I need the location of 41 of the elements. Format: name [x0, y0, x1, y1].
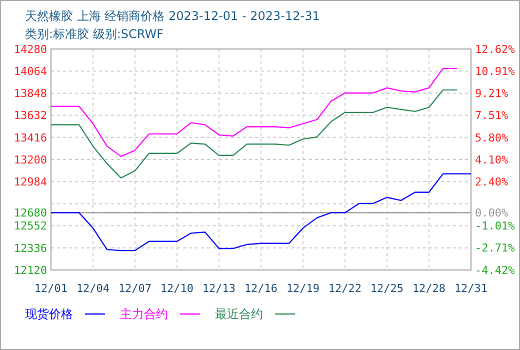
- legend-label: 最近合约: [215, 307, 263, 321]
- y2-tick-label: -2.71%: [475, 242, 516, 255]
- x-tick-label: 12/07: [118, 282, 152, 295]
- y-tick-label: 13632: [14, 109, 47, 122]
- line-series: [50, 89, 458, 179]
- chart-subtitle: 类别:标准胶 级别:SCRWF: [25, 27, 164, 41]
- y-tick-label: 13416: [14, 131, 47, 144]
- y-tick-label: 12552: [14, 220, 47, 233]
- y-tick-label: 12680: [14, 206, 47, 220]
- y2-tick-label: 12.62%: [475, 42, 516, 56]
- y-tick-label: 12336: [14, 242, 47, 255]
- y-tick-label: 12120: [14, 264, 47, 277]
- y2-tick-label: -4.42%: [475, 264, 516, 277]
- chart-title: 天然橡胶 上海 经销商价格 2023-12-01 - 2023-12-31: [25, 9, 320, 23]
- y2-tick-label: 0.00%: [475, 206, 508, 220]
- x-tick-label: 12/22: [328, 282, 362, 295]
- y-tick-label: 13200: [14, 153, 47, 166]
- x-tick-label: 12/25: [370, 282, 404, 295]
- y2-tick-label: 7.51%: [475, 109, 508, 122]
- y-tick-label: 14064: [14, 64, 48, 78]
- y-tick-label: 12984: [14, 175, 48, 188]
- x-tick-label: 12/01: [34, 282, 68, 295]
- x-tick-label: 12/19: [286, 282, 320, 295]
- x-tick-label: 12/13: [202, 282, 236, 295]
- y2-tick-label: 9.21%: [475, 87, 508, 100]
- legend-label: 主力合约: [120, 307, 168, 321]
- y-tick-label: 13848: [14, 87, 47, 100]
- legend-label: 现货价格: [25, 307, 73, 321]
- x-tick-label: 12/28: [412, 282, 446, 295]
- x-tick-label: 12/10: [160, 282, 194, 295]
- line-series: [50, 173, 472, 252]
- y2-tick-label: 2.40%: [475, 175, 508, 188]
- y2-tick-label: -1.01%: [475, 220, 516, 233]
- y2-tick-label: 10.91%: [475, 65, 516, 78]
- y2-tick-label: 4.10%: [475, 153, 508, 166]
- y-tick-label: 14280: [14, 42, 47, 56]
- y2-tick-label: 5.80%: [475, 131, 508, 144]
- x-tick-label: 12/31: [454, 282, 488, 295]
- x-tick-label: 12/16: [244, 282, 278, 295]
- x-tick-label: 12/04: [76, 282, 110, 295]
- line-series: [50, 68, 458, 158]
